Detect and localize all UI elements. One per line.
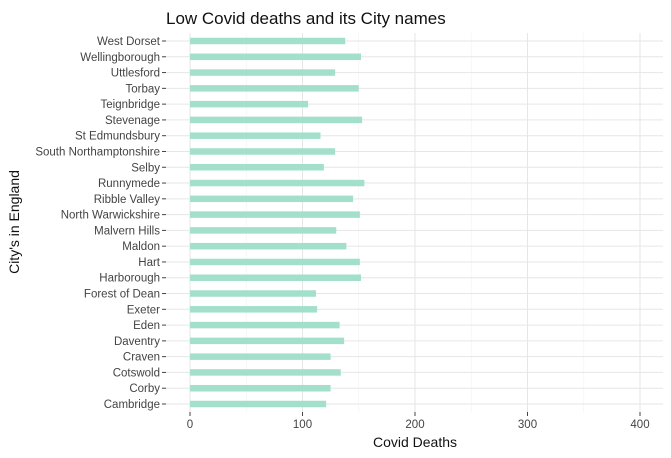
bar bbox=[190, 69, 336, 76]
y-tick-label: Harborough bbox=[99, 273, 160, 285]
y-tick-label: Uttlesford bbox=[111, 68, 160, 80]
bar bbox=[190, 353, 331, 360]
bar bbox=[190, 384, 331, 392]
y-tick-label: South Northamptonshire bbox=[35, 146, 160, 158]
x-tick-label: 0 bbox=[187, 419, 193, 431]
y-tick-label: Corby bbox=[129, 383, 160, 395]
bar bbox=[190, 211, 360, 218]
y-tick-label: Malvern Hills bbox=[94, 225, 160, 237]
bar bbox=[190, 321, 340, 329]
bar bbox=[190, 306, 318, 313]
y-tick-label: Cambridge bbox=[104, 399, 160, 411]
y-tick-label: West Dorset bbox=[97, 36, 161, 48]
y-tick-label: Teignbridge bbox=[101, 99, 160, 111]
x-tick-label: 300 bbox=[518, 419, 537, 431]
y-tick-label: Selby bbox=[131, 162, 160, 174]
bar bbox=[190, 274, 361, 281]
bar bbox=[190, 53, 361, 61]
bar bbox=[190, 148, 336, 155]
bar bbox=[190, 164, 324, 171]
y-tick-label: Daventry bbox=[114, 336, 160, 348]
x-tick-label: 100 bbox=[293, 419, 312, 431]
bar bbox=[190, 85, 359, 92]
y-tick-label: Cotswold bbox=[113, 367, 160, 379]
y-tick-label: Runnymede bbox=[98, 178, 160, 190]
bar bbox=[190, 400, 327, 408]
bar bbox=[190, 242, 347, 250]
bar bbox=[190, 116, 363, 124]
bar bbox=[190, 179, 365, 187]
y-tick-label: Ribble Valley bbox=[94, 194, 161, 206]
chart-title: Low Covid deaths and its City names bbox=[166, 9, 446, 28]
x-tick-label: 400 bbox=[630, 419, 649, 431]
y-tick-label: Forest of Dean bbox=[84, 289, 160, 301]
bar bbox=[190, 290, 316, 297]
bar bbox=[190, 37, 346, 45]
y-tick-labels: West Dorset Wellingborough Uttlesford Torba… bbox=[35, 36, 166, 411]
x-tick-label: 200 bbox=[405, 419, 424, 431]
y-tick-label: Exeter bbox=[127, 304, 160, 316]
bar bbox=[190, 258, 360, 266]
bar bbox=[190, 132, 321, 139]
bars bbox=[190, 37, 365, 408]
bar bbox=[190, 100, 309, 108]
y-tick-label: Eden bbox=[133, 320, 160, 332]
y-axis-title: City's in England bbox=[6, 170, 22, 274]
bar bbox=[190, 337, 345, 345]
bar bbox=[190, 227, 337, 234]
x-axis-title: Covid Deaths bbox=[373, 434, 457, 450]
y-tick-label: Craven bbox=[123, 352, 160, 364]
y-tick-label: Wellingborough bbox=[80, 52, 160, 64]
y-tick-label: Hart bbox=[138, 257, 161, 269]
y-tick-label: North Warwickshire bbox=[61, 210, 160, 222]
x-tick-labels: 0 100 200 300 400 bbox=[187, 412, 650, 431]
y-tick-label: Maldon bbox=[122, 241, 160, 253]
bar bbox=[190, 195, 354, 203]
y-tick-label: St Edmundsbury bbox=[75, 131, 160, 143]
bar bbox=[190, 369, 341, 376]
y-tick-label: Stevenage bbox=[105, 115, 160, 127]
y-tick-label: Torbay bbox=[125, 83, 160, 95]
